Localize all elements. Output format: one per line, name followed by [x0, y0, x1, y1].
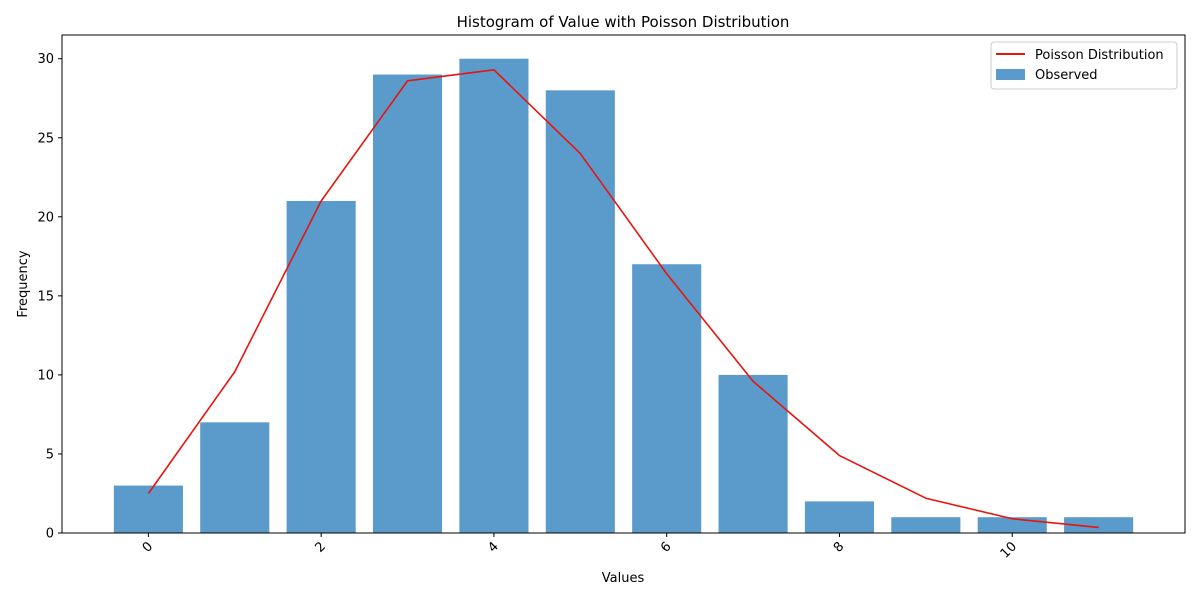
x-tick-label: 6: [658, 539, 674, 555]
y-tick-label: 10: [37, 368, 54, 383]
legend: Poisson Distribution Observed: [990, 41, 1178, 90]
y-axis-ticks: 0 5 10 15 20 25 30: [37, 52, 62, 542]
x-tick-label: 2: [313, 539, 329, 555]
bar-observed: [372, 74, 443, 534]
bar-observed: [804, 501, 875, 533]
bar-observed: [200, 422, 270, 533]
bar-series-observed: [113, 58, 1134, 534]
y-tick-label: 5: [46, 447, 54, 462]
y-tick-label: 30: [37, 52, 54, 67]
bar-observed: [286, 201, 356, 533]
line-series-poisson: [147, 68, 1099, 529]
bar-observed: [718, 374, 788, 533]
y-axis-label: Frequency: [16, 250, 31, 317]
bar-observed: [459, 58, 529, 533]
plot-frame: [61, 34, 1186, 534]
bar-observed: [891, 517, 961, 533]
legend-box: [990, 41, 1178, 90]
x-axis-ticks: 0 2 4 6 8 10: [140, 533, 1020, 562]
legend-bar-swatch: [996, 69, 1025, 80]
poisson-line: [147, 68, 1099, 529]
x-axis-label: Values: [602, 571, 645, 586]
y-tick-label: 25: [37, 131, 54, 146]
y-tick-label: 15: [37, 289, 54, 304]
legend-label-poisson: Poisson Distribution: [1035, 48, 1164, 63]
bar-observed: [545, 90, 615, 533]
x-tick-label: 0: [140, 539, 156, 555]
x-tick-label: 4: [485, 539, 501, 555]
x-tick-label: 8: [831, 539, 847, 555]
legend-label-observed: Observed: [1035, 68, 1098, 83]
y-tick-label: 20: [37, 210, 54, 225]
y-tick-label: 0: [46, 527, 54, 542]
x-tick-label: 10: [998, 539, 1020, 561]
chart-title: Histogram of Value with Poisson Distribu…: [457, 13, 790, 31]
bar-observed: [632, 264, 702, 533]
bar-observed: [1064, 517, 1134, 533]
